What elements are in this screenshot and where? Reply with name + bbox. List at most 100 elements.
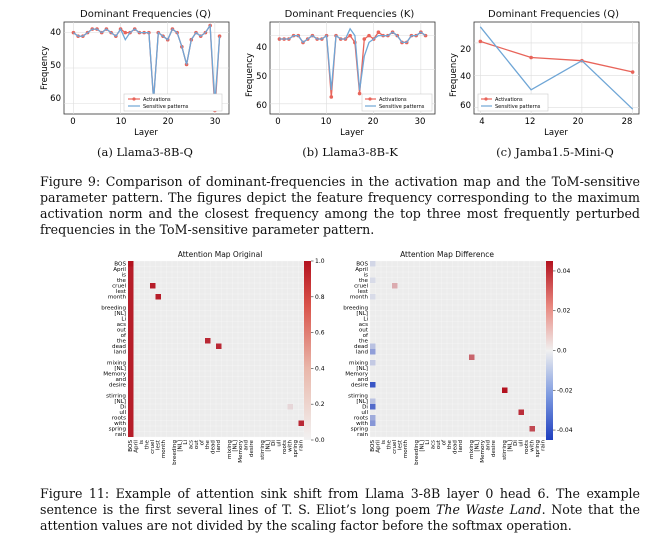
heatmap-col-label: of xyxy=(442,439,448,445)
heatmap-col-label: Di xyxy=(513,440,519,446)
heatmap-cell xyxy=(128,343,134,349)
heatmap-row-label: desire xyxy=(351,382,369,388)
colorbar-tick: 0.0 xyxy=(315,437,325,444)
data-point xyxy=(478,39,483,44)
heatmap-col-label: cruel xyxy=(392,440,398,454)
heatmap-col-label: and xyxy=(486,440,492,451)
heatmap-row-label: Li xyxy=(363,316,368,322)
heatmap-row-label: ull xyxy=(361,410,368,416)
heatmap-col-label: out xyxy=(436,439,442,449)
heatmap-row-label: Di xyxy=(362,404,368,410)
heatmap-col-label: BOS xyxy=(128,440,134,452)
heatmap-cell xyxy=(128,409,134,415)
series-line-activations xyxy=(480,40,633,73)
heatmap-cell xyxy=(128,332,134,338)
legend-sensitive: Sensitive patterns xyxy=(495,104,541,110)
heatmap-cell xyxy=(128,415,134,421)
heatmap-row-label: spring xyxy=(109,426,127,432)
heatmap-cell xyxy=(128,299,134,305)
heatmap-row-label: out xyxy=(359,327,369,333)
chart-q: 40 50 60 0 10 20 30 Layer Frequency Acti… xyxy=(40,21,230,138)
heatmap-col-label: ull xyxy=(519,440,525,447)
heatmap-col-label: stirring xyxy=(502,440,508,460)
chart-k: 40 50 60 0 10 20 30 Layer Frequency Acti… xyxy=(245,21,436,138)
heatmap-col-label: BOS xyxy=(370,440,376,452)
heatmap-cell xyxy=(370,404,376,410)
heatmap-row-label: land xyxy=(114,349,127,355)
heatmap-row-label: acs xyxy=(117,322,127,328)
chart-jamba-legend: Activations Sensitive patterns xyxy=(477,93,549,112)
chart-jamba-xlabel: Layer xyxy=(544,128,568,138)
heatmap-cell xyxy=(370,398,376,404)
heatmap-cell xyxy=(128,371,134,377)
heatmap-cell xyxy=(128,387,134,393)
heatmap-row-label: Memory xyxy=(103,371,126,377)
colorbar-tick: 0.8 xyxy=(315,294,325,301)
heatmap-row-label: [NL] xyxy=(356,366,368,372)
chart-k-ytick: 40 xyxy=(256,43,267,53)
subcaption-c: (c) Jamba1.5-Mini-Q xyxy=(496,145,614,159)
heatmap-cell xyxy=(370,420,376,426)
heatmap-row-label: mixing xyxy=(349,360,368,366)
heatmap-difference xyxy=(369,260,547,438)
heatmap-row-label: the xyxy=(117,278,127,284)
heatmap-col-label: [NL] xyxy=(475,440,481,452)
chart-jamba-xtick: 20 xyxy=(573,117,584,127)
chart-k-xtick: 30 xyxy=(415,117,426,127)
heatmap-row-label: out xyxy=(117,327,127,333)
heatmap-cell xyxy=(128,404,134,410)
heatmap-row-label: acs xyxy=(359,322,369,328)
heatmap-row-label: the xyxy=(359,338,369,344)
heatmap-col-label: [NL] xyxy=(266,440,272,452)
chart-k-ytick: 60 xyxy=(256,101,267,111)
heatmap-row-label: month xyxy=(350,294,369,300)
data-point xyxy=(367,33,371,38)
heatmap-row-label: April xyxy=(113,267,126,273)
heatmap-row-label: rain xyxy=(357,432,368,438)
heatmap-cell xyxy=(370,415,376,421)
heatmap-row-label: lest xyxy=(116,289,127,295)
chart-q-ylabel: Frequency xyxy=(40,46,50,90)
colorbar-tick: 1.0 xyxy=(315,258,325,265)
series-line-sensitive xyxy=(279,27,426,91)
heatmap-row-label: of xyxy=(121,333,127,339)
heatmap-row-label: with xyxy=(114,421,126,427)
heatmap-col-label: breeding xyxy=(414,440,420,465)
heatmap-cell xyxy=(128,420,134,426)
heatmap-cell xyxy=(287,404,293,410)
heatmap-col-label: is xyxy=(139,440,145,445)
heatmap-row-label: BOS xyxy=(114,261,126,267)
heatmap-cell xyxy=(128,431,134,437)
heatmap-col-label: lest xyxy=(156,439,162,450)
heatmap-row-label: Di xyxy=(120,404,126,410)
figure11-caption-title: The Waste Land xyxy=(436,502,542,517)
heatmap-cell xyxy=(370,360,376,366)
chart-k-xtick: 0 xyxy=(275,117,280,127)
legend-activations: Activations xyxy=(143,97,171,103)
heatmap-cell xyxy=(128,321,134,327)
heatmap-row-label: stirring xyxy=(348,393,368,399)
heatmap-col-label: out xyxy=(194,439,200,449)
heatmap-cell xyxy=(298,420,304,426)
chart-jamba-xtick: 12 xyxy=(525,117,536,127)
heatmap-row-label: rain xyxy=(115,432,126,438)
heatmap-col-label: the xyxy=(447,439,453,449)
data-point xyxy=(357,91,362,96)
heatmap-row-label: [NL] xyxy=(114,366,126,372)
heatmap-col-label: is xyxy=(381,440,387,445)
heatmap-cell xyxy=(128,277,134,283)
colorbar-difference xyxy=(546,261,553,440)
heatmap-col-label: roots xyxy=(524,440,530,454)
heatmap-row-label: and xyxy=(115,377,126,383)
colorbar-tick: 0.6 xyxy=(315,330,325,337)
heatmap-col-label: the xyxy=(145,439,151,449)
heatmap-cell xyxy=(216,343,222,349)
heatmap-row-label: Li xyxy=(121,316,126,322)
heatmap-col-label: mixing xyxy=(227,440,233,459)
heatmap-col-label: month xyxy=(161,440,167,459)
figure11-caption-part2: . Note that the attention values are not… xyxy=(40,502,640,533)
heatmap-cell xyxy=(370,349,376,355)
colorbar-tick: 0.04 xyxy=(557,268,571,275)
heatmap-col-label: the xyxy=(387,439,393,449)
colorbar-tick: 0.02 xyxy=(557,308,571,315)
